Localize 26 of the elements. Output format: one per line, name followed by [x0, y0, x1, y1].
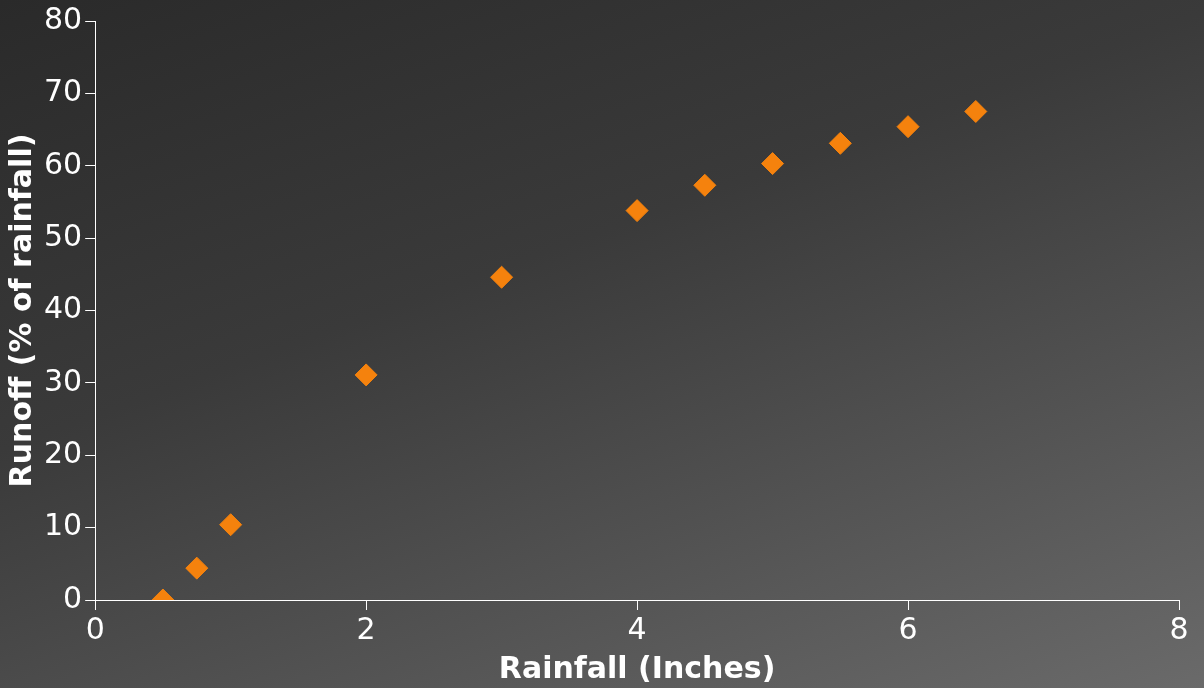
y-tick-label: 80	[43, 0, 83, 36]
point	[219, 513, 243, 537]
y-tick-label: 20	[43, 435, 83, 471]
point	[185, 556, 209, 580]
point	[761, 152, 785, 176]
point	[490, 265, 514, 289]
point	[828, 131, 852, 155]
y-tick-label: 70	[43, 73, 83, 109]
y-tick-label: 60	[43, 145, 83, 181]
point	[964, 99, 988, 123]
y-tick-label: 10	[43, 507, 83, 543]
y-axis-title: Runoff (% of rainfall)	[2, 133, 38, 488]
y-tick-label: 40	[43, 290, 83, 326]
x-axis-title: Rainfall (Inches)	[498, 649, 776, 685]
y-tick-label: 0	[63, 579, 83, 615]
x-tick-label: 0	[85, 610, 105, 646]
y-tick-label: 50	[43, 217, 83, 253]
point	[354, 363, 378, 387]
x-tick-label: 4	[627, 610, 647, 646]
point	[625, 199, 649, 223]
x-tick-label: 6	[898, 610, 918, 646]
point	[693, 173, 717, 197]
point	[896, 115, 920, 139]
y-tick-label: 30	[43, 362, 83, 398]
x-tick-label: 8	[1169, 610, 1189, 646]
x-tick-label: 2	[356, 610, 376, 646]
